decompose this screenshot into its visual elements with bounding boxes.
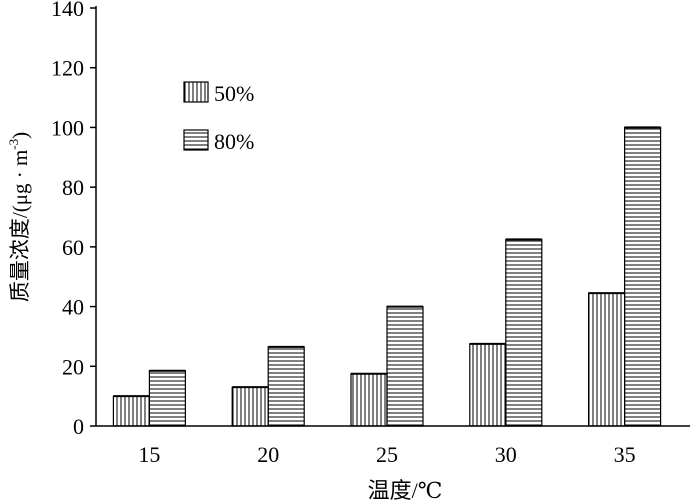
bar-50pct-20: [231, 386, 269, 427]
bars: [112, 126, 662, 427]
bar-80pct-15: [148, 370, 186, 427]
bar-50pct-25: [350, 373, 388, 427]
x-tick-label: 25: [376, 442, 398, 467]
legend-swatch-80: [183, 129, 209, 151]
legend-swatch-50: [183, 81, 209, 103]
y-axis-label-superscript: -3: [6, 139, 21, 150]
y-axis-label-main: 质量浓度/(μg · m: [8, 150, 32, 302]
y-tick-label: 80: [62, 175, 84, 200]
legend-label-80: 80%: [214, 129, 254, 154]
bar-80pct-25: [386, 305, 424, 427]
y-tick-label: 0: [73, 414, 84, 439]
legend-label-50: 50%: [214, 81, 254, 106]
y-tick-label: 40: [62, 295, 84, 320]
y-tick-label: 140: [51, 0, 84, 21]
y-tick-label: 60: [62, 235, 84, 260]
bar-80pct-30: [505, 238, 543, 427]
legend: 50% 80%: [183, 81, 254, 154]
bar-50pct-35: [587, 292, 626, 427]
y-axis-label-suffix: ): [8, 132, 32, 139]
bar-50pct-15: [112, 395, 151, 427]
bar-80pct-20: [267, 346, 305, 427]
y-axis-label: 质量浓度/(μg · m-3): [6, 132, 32, 302]
x-tick-label: 15: [138, 442, 160, 467]
y-tick-label: 20: [62, 354, 84, 379]
bar-50pct-30: [469, 343, 507, 427]
x-tick-label: 35: [614, 442, 636, 467]
bar-80pct-35: [623, 126, 662, 427]
x-tick-label: 30: [495, 442, 517, 467]
y-tick-label: 100: [51, 115, 84, 140]
x-axis-label: 温度/℃: [368, 478, 443, 503]
y-ticks: 0 20 40 60 80 100 120 140: [51, 0, 96, 439]
y-tick-label: 120: [51, 56, 84, 81]
x-tick-label: 20: [257, 442, 279, 467]
x-ticks: 15 20 25 30 35: [138, 442, 635, 467]
